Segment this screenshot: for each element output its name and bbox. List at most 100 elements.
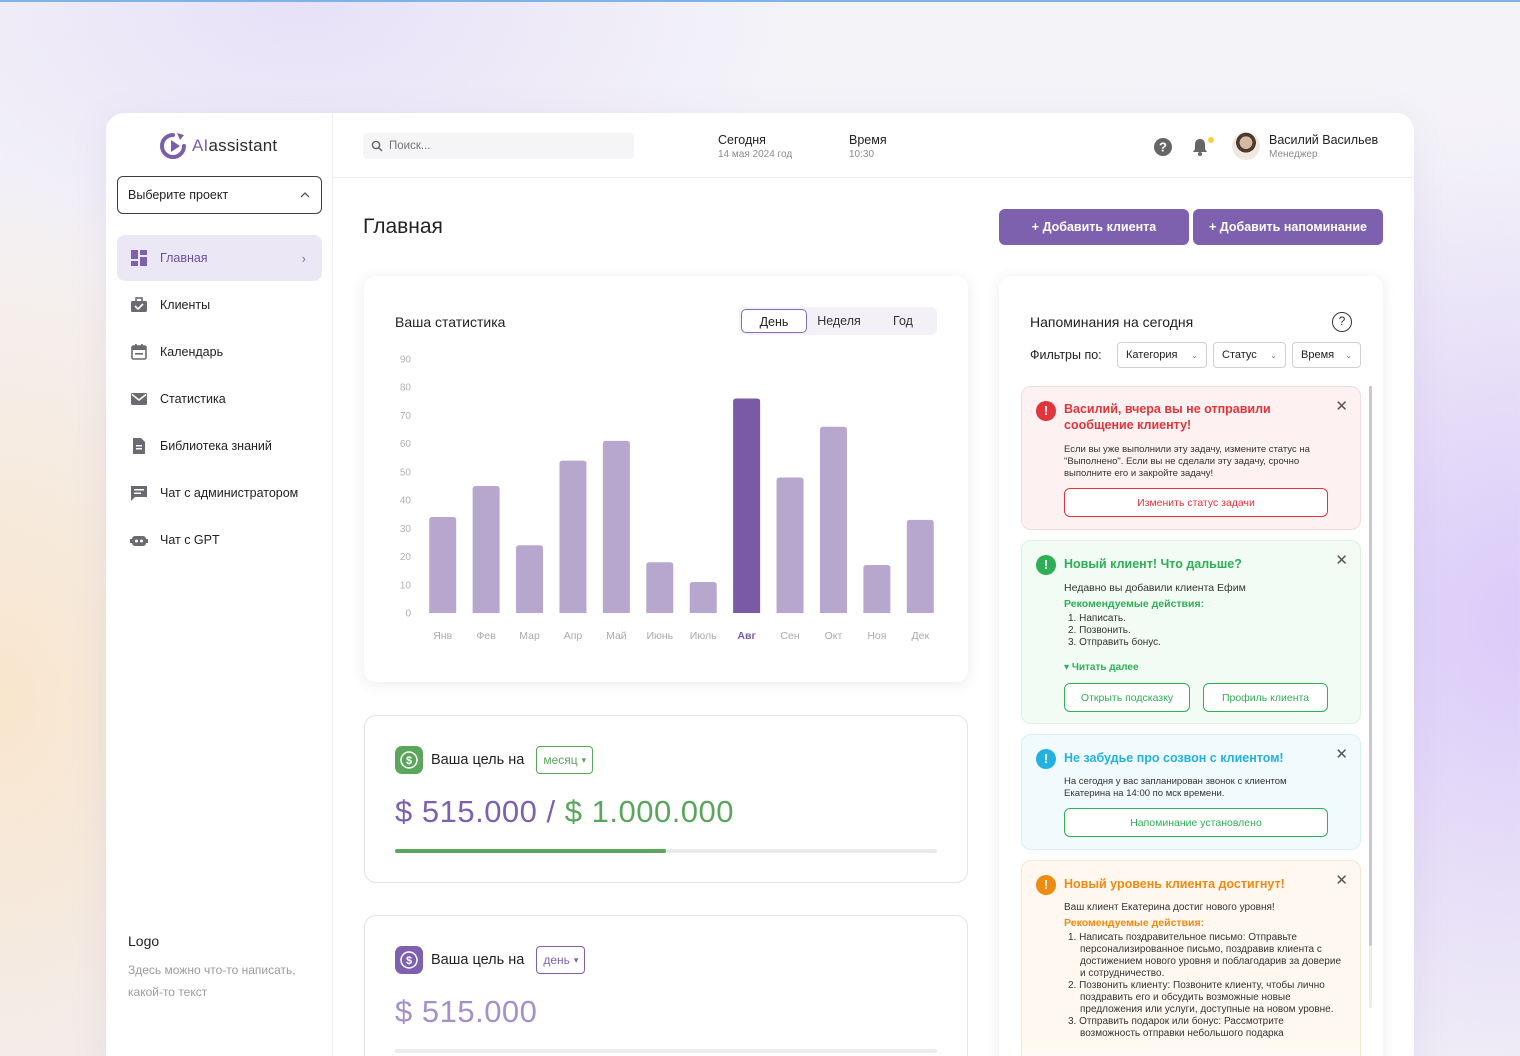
filter-time[interactable]: Время ⌄ — [1292, 342, 1361, 368]
add-reminder-button[interactable]: + Добавить напоминание — [1193, 209, 1383, 245]
filter-time-label: Время — [1301, 349, 1335, 361]
close-icon[interactable]: ✕ — [1335, 746, 1348, 763]
sidebar-item-admin-chat[interactable]: Чат с администратором — [117, 470, 322, 516]
period-week-tab[interactable]: Неделя — [817, 314, 861, 328]
project-select[interactable]: Выберите проект — [117, 176, 322, 214]
card-fade-overlay — [1022, 1035, 1360, 1056]
filter-status[interactable]: Статус ⌄ — [1213, 342, 1286, 368]
statistics-chart: 0 10 20 30 40 50 60 70 80 90 Янв Фев Мар Апр Май Июнь Ию… — [400, 355, 934, 642]
x-tick-label: Авг — [737, 630, 756, 642]
sidebar-item-clients[interactable]: Клиенты — [117, 282, 322, 328]
sidebar-item-home[interactable]: Главная › — [117, 235, 322, 281]
app-window: AIassistant Выберите проект Главная › Кл… — [106, 113, 1414, 1056]
dollar-icon: $ — [395, 746, 423, 774]
reminder-card-call: ! Не забудье про созвон с клиентом! ✕ На… — [1021, 734, 1361, 850]
y-tick-label: 70 — [400, 411, 412, 422]
reminder-step: 2. Позвонить клиенту: Позвоните клиенту,… — [1068, 980, 1334, 1015]
help-icon[interactable]: ? — [1153, 137, 1173, 157]
y-tick-label: 80 — [400, 383, 412, 394]
chart-bar[interactable] — [733, 398, 761, 613]
calendar-icon — [130, 343, 148, 361]
filter-category[interactable]: Категория ⌄ — [1117, 342, 1207, 368]
y-tick-label: 0 — [405, 609, 411, 620]
open-hint-button[interactable]: Открыть подсказку — [1064, 683, 1190, 712]
search-box[interactable] — [363, 133, 634, 159]
reminder-subtitle: Рекомендуемые действия: — [1064, 917, 1205, 929]
x-tick-label: Дек — [912, 630, 930, 642]
reminder-set-button[interactable]: Напоминание установлено — [1064, 808, 1328, 837]
goal-month-card: $ Ваша цель на месяц ▾ $ 515.000 / $ 1.0… — [364, 715, 968, 883]
logo-icon — [160, 133, 186, 159]
close-icon[interactable]: ✕ — [1335, 398, 1348, 415]
svg-text:$: $ — [406, 955, 412, 967]
goal-month-progress — [395, 849, 937, 853]
sidebar-item-gpt-chat[interactable]: Чат с GPT — [117, 517, 322, 563]
user-block[interactable]: Василий Васильев Менеджер — [1269, 133, 1378, 160]
goal-month-period-select[interactable]: месяц ▾ — [536, 746, 594, 774]
sidebar-item-calendar[interactable]: Календарь — [117, 329, 322, 375]
reminder-step: 1. Написать поздравительное письмо: Отпр… — [1068, 932, 1342, 979]
bell-icon[interactable] — [1190, 137, 1210, 157]
chart-bar[interactable] — [819, 426, 847, 613]
x-tick-label: Июль — [690, 630, 717, 642]
sidebar-item-knowledge-base[interactable]: Библиотека знаний — [117, 423, 322, 469]
sidebar-nav: Главная › Клиенты Календарь Статистика — [117, 235, 322, 564]
brand-name: AIassistant — [192, 136, 278, 155]
goal-day-label: Ваша цель на — [431, 952, 525, 968]
chevron-down-icon: ⌄ — [1270, 350, 1277, 360]
client-profile-button[interactable]: Профиль клиента — [1203, 683, 1328, 712]
chevron-down-icon: ⌄ — [1345, 350, 1352, 360]
sidebar-item-statistics[interactable]: Статистика — [117, 376, 322, 422]
search-input[interactable] — [389, 140, 589, 152]
chart-bar[interactable] — [559, 460, 587, 613]
alert-icon: ! — [1036, 875, 1056, 895]
brand-logo[interactable]: AIassistant — [158, 131, 277, 161]
search-icon — [371, 140, 383, 152]
chart-bar[interactable] — [429, 517, 457, 613]
change-task-status-button[interactable]: Изменить статус задачи — [1064, 488, 1328, 517]
help-icon[interactable]: ? — [1332, 312, 1352, 332]
chart-bar[interactable] — [472, 486, 500, 613]
sidebar-footer: Logo Здесь можно что-то написать, какой-… — [128, 933, 308, 1003]
scrollbar-thumb[interactable] — [1369, 386, 1372, 946]
avatar[interactable] — [1232, 132, 1260, 160]
goal-day-period-select[interactable]: день ▾ — [536, 946, 586, 974]
goal-day-header: $ Ваша цель на день ▾ — [395, 946, 586, 974]
goal-day-progress — [395, 1049, 937, 1053]
chart-bar[interactable] — [602, 440, 630, 613]
reminder-card-missed-message: ! Василий, вчера вы не отправили сообщен… — [1021, 386, 1361, 530]
chevron-down-icon: ▾ — [581, 754, 587, 765]
close-icon[interactable]: ✕ — [1335, 872, 1348, 889]
x-tick-label: Фев — [476, 630, 496, 642]
footer-text: Здесь можно что-то написать, какой-то те… — [128, 963, 296, 999]
sidebar-item-label: Чат с GPT — [160, 533, 220, 547]
filter-status-label: Статус — [1222, 349, 1257, 361]
reminder-steps: 1. Написать поздравительное письмо: Отпр… — [1068, 932, 1343, 1040]
x-tick-label: Июнь — [646, 630, 673, 642]
goal-day-current: $ 515.000 — [395, 994, 538, 1029]
chart-bar[interactable] — [776, 477, 804, 613]
y-tick-label: 30 — [400, 524, 412, 535]
reminders-panel: Напоминания на сегодня ? Фильтры по: Кат… — [999, 276, 1383, 1056]
reminder-text: Ваш клиент Екатерина достиг нового уровн… — [1064, 902, 1275, 913]
x-tick-label: Янв — [433, 630, 452, 642]
user-role: Менеджер — [1269, 149, 1318, 160]
page-title: Главная — [363, 215, 443, 238]
top-header: Сегодня 14 мая 2024 год Время 10:30 ? Ва… — [333, 113, 1414, 178]
close-icon[interactable]: ✕ — [1335, 552, 1348, 569]
goal-month-current: $ 515.000 — [395, 794, 538, 829]
sidebar-item-label: Клиенты — [160, 298, 211, 312]
sidebar-item-label: Календарь — [160, 345, 224, 359]
chart-bar[interactable] — [906, 519, 934, 613]
chart-bar[interactable] — [689, 581, 717, 613]
read-more-link[interactable]: ▾ Читать далее — [1064, 662, 1139, 673]
period-day-tab[interactable]: День — [741, 309, 807, 333]
reminder-title: Не забудье про созвон с клиентом! — [1064, 751, 1284, 765]
add-client-button[interactable]: + Добавить клиента — [999, 209, 1189, 245]
chart-bar[interactable] — [646, 562, 674, 613]
y-tick-label: 90 — [400, 355, 412, 366]
chart-bar[interactable] — [863, 565, 891, 613]
reminder-text: На сегодня у вас запланирован звонок с к… — [1064, 776, 1287, 799]
period-year-tab[interactable]: Год — [893, 314, 913, 328]
chart-bar[interactable] — [516, 545, 544, 613]
